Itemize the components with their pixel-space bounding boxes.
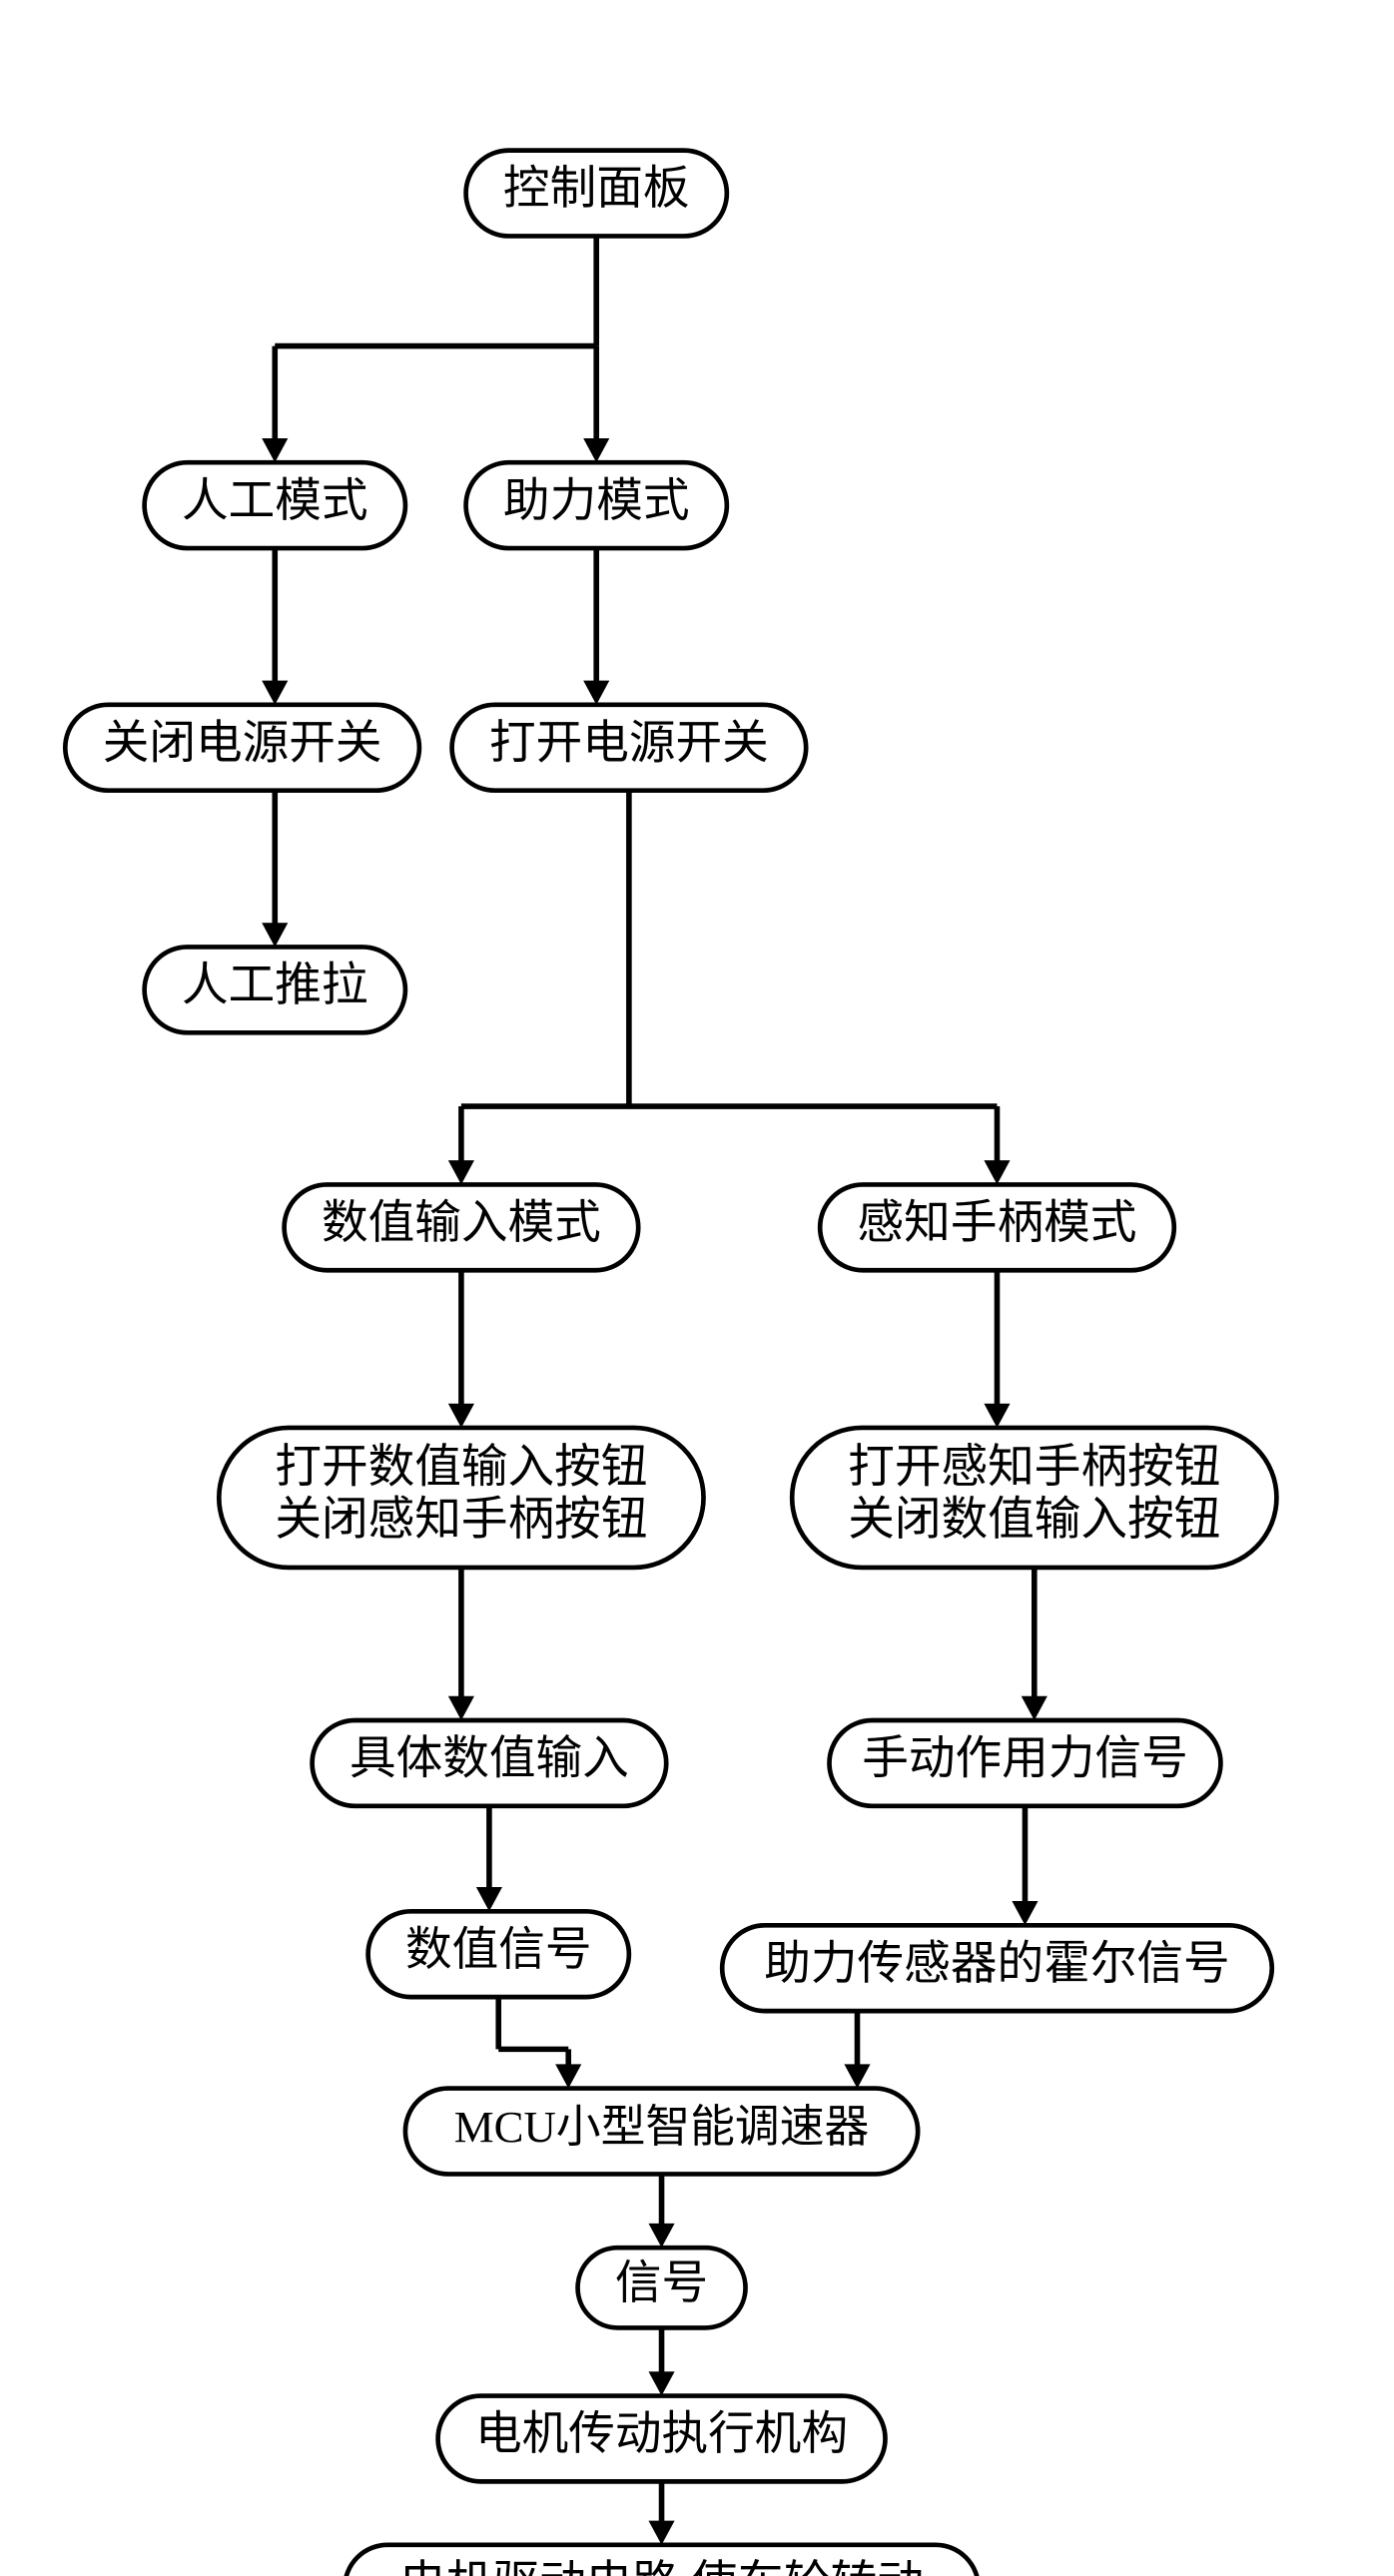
flow-node-label: 电机传动执行机构 <box>475 2408 848 2460</box>
flow-node-n10: 具体数值输入 <box>313 1720 667 1806</box>
flow-node-n9: 打开感知手柄按钮关闭数值输入按钮 <box>792 1428 1276 1568</box>
flow-node-label: 打开电源开关 <box>489 717 769 769</box>
flow-node-n12: 数值信号 <box>368 1911 629 1997</box>
flow-node-label: 具体数值输入 <box>349 1733 629 1785</box>
flow-node-label: 手动作用力信号 <box>862 1733 1187 1785</box>
flow-node-label: 打开数值输入按钮 <box>275 1442 647 1494</box>
flowchart-canvas: 控制面板人工模式 助力模式关闭电源开关 打开电源开关人工推拉数值输入模式 感知手柄模式… <box>0 0 1394 2576</box>
flow-node-n6: 数值输入模式 <box>285 1184 639 1270</box>
flow-node-n15: 信号 <box>578 2248 746 2327</box>
flow-node-label: MCU小型智能调速器 <box>454 2102 870 2152</box>
flow-node-label: 电机驱动电路,使车轮转动 <box>399 2557 924 2576</box>
flow-node-label: 感知手柄模式 <box>858 1197 1137 1249</box>
flow-node-n4: 打开电源开关 <box>452 705 807 791</box>
flow-node-n14: MCU小型智能调速器 <box>405 2089 918 2175</box>
flow-node-label: 关闭感知手柄按钮 <box>275 1494 647 1546</box>
flow-node-n8: 打开数值输入按钮关闭感知手柄按钮 <box>219 1428 703 1568</box>
flow-node-n2: 助力模式 <box>466 462 727 548</box>
flow-node-label: 数值信号 <box>405 1924 592 1976</box>
flow-node-label: 人工模式 <box>182 475 368 527</box>
flow-node-label: 助力传感器的霍尔信号 <box>764 1938 1229 1990</box>
flow-node-n3: 关闭电源开关 <box>65 705 419 791</box>
flow-node-label: 关闭数值输入按钮 <box>848 1494 1220 1546</box>
flow-node-label: 数值输入模式 <box>322 1197 601 1249</box>
flow-node-n17: 电机驱动电路,使车轮转动 <box>345 2545 979 2576</box>
flow-node-label: 控制面板 <box>503 163 690 215</box>
flow-node-n0: 控制面板 <box>466 151 727 237</box>
flow-node-label: 关闭电源开关 <box>103 717 382 769</box>
flow-node-label: 打开感知手柄按钮 <box>848 1442 1220 1494</box>
flow-node-n13: 助力传感器的霍尔信号 <box>722 1925 1272 2011</box>
flow-node-label: 信号 <box>615 2257 708 2309</box>
flow-node-n5: 人工推拉 <box>145 947 405 1032</box>
flow-node-label: 助力模式 <box>503 475 690 527</box>
flow-node-n7: 感知手柄模式 <box>820 1184 1174 1270</box>
flow-node-n1: 人工模式 <box>145 462 405 548</box>
flow-node-n11: 手动作用力信号 <box>830 1720 1221 1806</box>
flow-node-label: 人工推拉 <box>182 960 368 1011</box>
flow-node-n16: 电机传动执行机构 <box>438 2396 886 2482</box>
